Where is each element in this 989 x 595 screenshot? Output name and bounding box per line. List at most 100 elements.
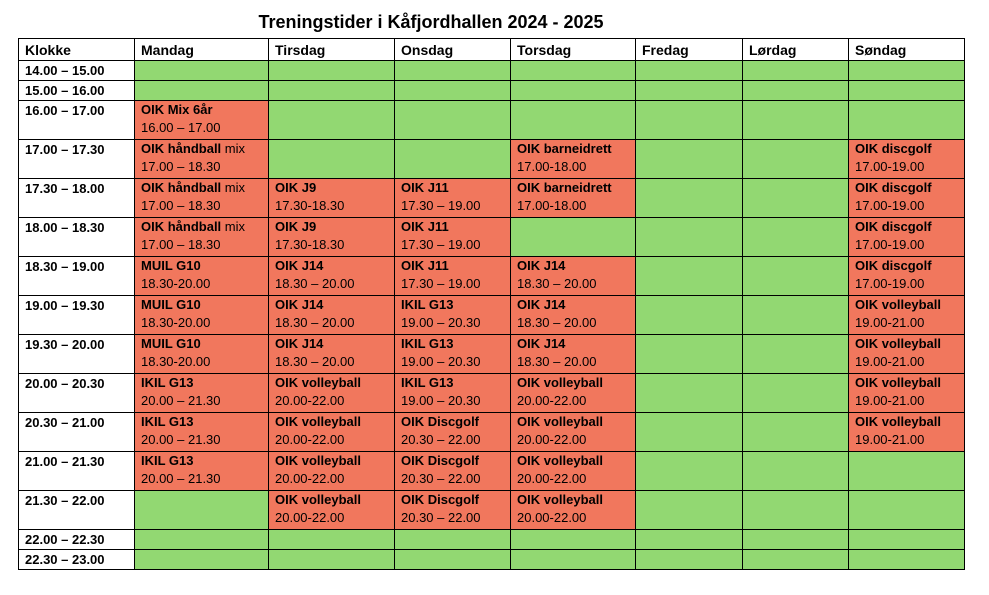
free-slot	[134, 549, 269, 570]
schedule-table: Klokke Mandag Tirsdag Onsdag Torsdag Fredag Lø…	[18, 38, 965, 570]
time-slot-label: 22.30 – 23.00	[18, 549, 135, 570]
booked-slot: OIK volleyball 20.00-22.00	[268, 412, 395, 452]
table-row: 21.00 – 21.30 IKIL G13 20.00 – 21.30 OIK vo…	[18, 451, 965, 491]
booked-slot: OIK discgolf 17.00-19.00	[848, 256, 965, 296]
activity-name: MUIL G10	[141, 258, 262, 276]
activity-name: OIK håndball mix	[141, 141, 262, 159]
activity-name: OIK discgolf	[855, 141, 958, 159]
activity-name: OIK volleyball	[275, 453, 388, 471]
activity-time: 20.30 – 22.00	[401, 432, 481, 447]
free-slot	[848, 100, 965, 140]
activity-name: IKIL G13	[401, 375, 504, 393]
table-row: 22.00 – 22.30	[18, 529, 965, 550]
time-slot-label: 20.30 – 21.00	[18, 412, 135, 452]
activity-name: OIK Discgolf	[401, 492, 504, 510]
free-slot	[742, 80, 849, 101]
activity-name: OIK volleyball	[855, 375, 958, 393]
activity-time: 17.30 – 19.00	[401, 198, 481, 213]
activity-name: OIK volleyball	[517, 375, 629, 393]
free-slot	[268, 100, 395, 140]
time-slot-label: 19.00 – 19.30	[18, 295, 135, 335]
free-slot	[742, 295, 849, 335]
booked-slot: OIK volleyball 20.00-22.00	[268, 373, 395, 413]
activity-name: OIK J14	[275, 297, 388, 315]
activity-time: 19.00 – 20.30	[401, 393, 481, 408]
booked-slot: OIK discgolf 17.00-19.00	[848, 178, 965, 218]
activity-name: OIK J14	[275, 336, 388, 354]
activity-label: MUIL G10	[141, 336, 201, 351]
activity-label: OIK J14	[275, 297, 324, 312]
activity-name: OIK J14	[517, 297, 629, 315]
free-slot	[635, 139, 743, 179]
free-slot	[742, 60, 849, 81]
free-slot	[848, 80, 965, 101]
time-slot-label: 22.00 – 22.30	[18, 529, 135, 550]
booked-slot: OIK håndball mix 17.00 – 18.30	[134, 139, 269, 179]
activity-time: 20.30 – 22.00	[401, 471, 481, 486]
booked-slot: OIK volleyball 20.00-22.00	[510, 490, 636, 530]
activity-label: IKIL G13	[401, 375, 454, 390]
free-slot	[268, 549, 395, 570]
activity-time: 16.00 – 17.00	[141, 120, 221, 135]
free-slot	[848, 529, 965, 550]
time-slot-label: 17.00 – 17.30	[18, 139, 135, 179]
activity-name: OIK volleyball	[517, 453, 629, 471]
time-slot-label: 14.00 – 15.00	[18, 60, 135, 81]
activity-name: OIK J9	[275, 219, 388, 237]
activity-label: OIK volleyball	[855, 336, 941, 351]
activity-name: OIK volleyball	[517, 414, 629, 432]
free-slot	[510, 217, 636, 257]
free-slot	[742, 412, 849, 452]
activity-suffix: mix	[224, 141, 246, 156]
table-row: 22.30 – 23.00	[18, 549, 965, 570]
activity-time: 20.00-22.00	[275, 432, 345, 447]
table-row: 20.30 – 21.00 IKIL G13 20.00 – 21.30 OIK vo…	[18, 412, 965, 452]
activity-name: OIK J14	[275, 258, 388, 276]
activity-name: IKIL G13	[141, 414, 262, 432]
activity-label: OIK volleyball	[855, 297, 941, 312]
activity-name: OIK volleyball	[275, 375, 388, 393]
booked-slot: OIK volleyball 20.00-22.00	[268, 490, 395, 530]
booked-slot: OIK Discgolf 20.30 – 22.00	[394, 490, 511, 530]
activity-name: OIK barneidrett	[517, 141, 629, 159]
activity-time: 17.00 – 18.30	[141, 198, 221, 213]
table-row: 18.30 – 19.00 MUIL G10 18.30-20.00 OIK J14 1…	[18, 256, 965, 296]
activity-label: OIK J9	[275, 180, 317, 195]
free-slot	[635, 217, 743, 257]
activity-time: 17.00-19.00	[855, 276, 925, 291]
activity-name: OIK volleyball	[855, 414, 958, 432]
free-slot	[742, 178, 849, 218]
activity-time: 18.30-20.00	[141, 315, 211, 330]
time-slot-label: 18.30 – 19.00	[18, 256, 135, 296]
free-slot	[635, 549, 743, 570]
activity-label: IKIL G13	[141, 414, 194, 429]
booked-slot: OIK J9 17.30-18.30	[268, 217, 395, 257]
activity-label: OIK discgolf	[855, 258, 932, 273]
activity-label: IKIL G13	[141, 453, 194, 468]
activity-label: OIK Discgolf	[401, 414, 480, 429]
activity-time: 17.30 – 19.00	[401, 276, 481, 291]
free-slot	[394, 100, 511, 140]
activity-time: 20.00 – 21.30	[141, 471, 221, 486]
free-slot	[635, 295, 743, 335]
activity-label: OIK J14	[275, 258, 324, 273]
free-slot	[742, 139, 849, 179]
activity-label: OIK Discgolf	[401, 492, 480, 507]
time-slot-label: 17.30 – 18.00	[18, 178, 135, 218]
booked-slot: OIK J11 17.30 – 19.00	[394, 178, 511, 218]
activity-time: 19.00-21.00	[855, 393, 925, 408]
table-row: 15.00 – 16.00	[18, 80, 965, 101]
activity-name: OIK volleyball	[855, 297, 958, 315]
free-slot	[742, 373, 849, 413]
column-header-day: Søndag	[848, 38, 965, 61]
activity-label: MUIL G10	[141, 297, 201, 312]
activity-time: 19.00-21.00	[855, 432, 925, 447]
booked-slot: OIK volleyball 19.00-21.00	[848, 412, 965, 452]
activity-time: 17.30 – 19.00	[401, 237, 481, 252]
activity-label: OIK håndball	[141, 141, 222, 156]
booked-slot: MUIL G10 18.30-20.00	[134, 256, 269, 296]
activity-name: OIK J11	[401, 180, 504, 198]
activity-label: OIK J14	[517, 297, 566, 312]
booked-slot: OIK volleyball 20.00-22.00	[510, 373, 636, 413]
free-slot	[635, 490, 743, 530]
